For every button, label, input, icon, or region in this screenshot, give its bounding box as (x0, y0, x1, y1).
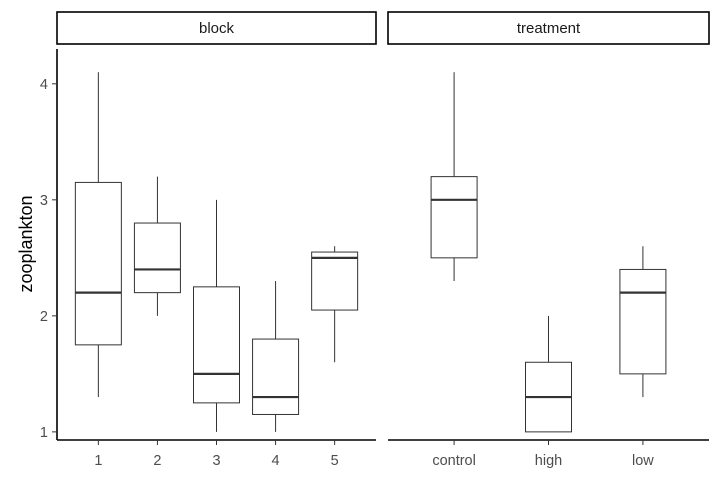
y-tick-label: 3 (40, 193, 48, 209)
iqr-box (619, 268, 667, 375)
box-block-2 (133, 176, 181, 316)
iqr-box (252, 338, 300, 415)
strip-label-treatment: treatment (517, 20, 581, 37)
x-tick-label: 1 (94, 453, 102, 469)
x-tick-label: 5 (331, 453, 339, 469)
box-treatment-high (525, 315, 572, 433)
x-tick-label: control (432, 453, 476, 469)
box-block-5 (311, 246, 359, 363)
panel-treatment: treatment control high low (387, 11, 710, 469)
box-block-4 (252, 281, 300, 432)
box-treatment-control (430, 72, 478, 282)
iqr-box (193, 286, 240, 404)
box-block-3 (193, 199, 240, 432)
strip-label-block: block (199, 20, 235, 37)
iqr-box (74, 181, 122, 346)
x-tick-label: 3 (212, 453, 220, 469)
y-tick-label: 2 (40, 309, 48, 325)
x-tick-label: 2 (153, 453, 161, 469)
y-tick-label: 4 (40, 77, 48, 93)
strip-block (56, 11, 377, 45)
x-tick-label: high (535, 453, 562, 469)
iqr-box (430, 176, 478, 259)
y-axis-label: zooplankton (16, 195, 36, 292)
strip-treatment (387, 11, 710, 45)
box-block-1 (74, 72, 122, 398)
facet-panels: block 1 2 3 4 1 2 3 4 5 treatment control high low (40, 11, 710, 469)
iqr-box (133, 222, 181, 294)
y-tick-label: 1 (40, 425, 48, 441)
x-tick-label: 4 (272, 453, 280, 469)
box-treatment-low (619, 246, 667, 398)
iqr-box (311, 251, 359, 311)
x-tick-label: low (632, 453, 654, 469)
panel-block: block 1 2 3 4 1 2 3 4 5 (40, 11, 377, 469)
